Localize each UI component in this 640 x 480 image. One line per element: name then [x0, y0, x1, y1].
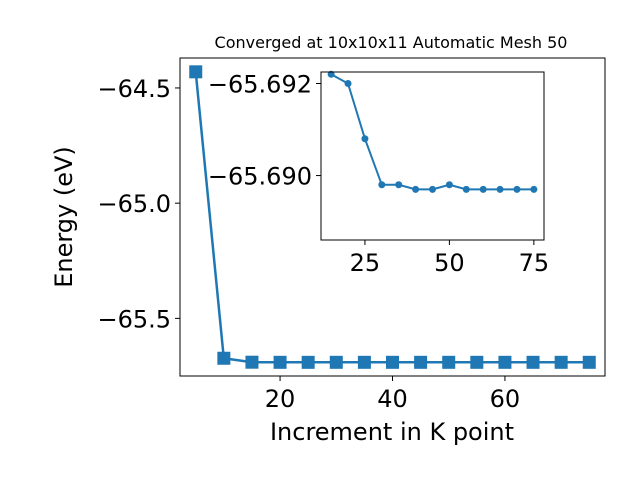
inset-axes-frame: [320, 71, 545, 241]
main-y-tick-label: −65.5: [97, 305, 171, 333]
inset-y-axis: −65.692 −65.690: [208, 71, 321, 191]
main-data-point: [386, 355, 399, 369]
main-data-point: [245, 355, 259, 369]
main-chart: Converged at 10x10x11 Automatic Mesh 50 …: [50, 33, 606, 446]
inset-data-point: [378, 181, 386, 189]
inset-data-point: [344, 80, 352, 88]
inset-data-point: [429, 185, 436, 193]
x-axis-label: Increment in K point: [270, 418, 514, 446]
main-x-tick-label: 20: [265, 385, 296, 413]
inset-x-tick-label: 50: [434, 249, 465, 277]
inset-data-point: [513, 185, 521, 193]
main-x-tick-label: 60: [490, 385, 521, 413]
main-data-point: [470, 355, 484, 369]
inset-data-point: [361, 135, 369, 143]
main-data-point: [357, 355, 371, 369]
main-x-axis: 20 40 60: [265, 376, 520, 413]
inset-x-tick-label: 75: [519, 249, 550, 277]
main-x-tick-label: 40: [377, 385, 408, 413]
main-data-point: [414, 355, 428, 369]
main-y-tick-label: −64.5: [97, 75, 171, 103]
inset-data-point: [462, 185, 470, 193]
inset-x-tick-label: 25: [350, 249, 381, 277]
main-data-point: [301, 355, 315, 369]
inset-background: [321, 72, 544, 240]
inset-chart: 25 50 75 −65.692 −65.690: [208, 71, 549, 277]
main-plot-area: [189, 65, 596, 369]
inset-data-point: [327, 70, 335, 78]
main-y-axis: −64.5 −65.0 −65.5: [97, 75, 180, 333]
inset-y-tick-label: −65.692: [208, 71, 312, 99]
main-data-point: [554, 355, 568, 369]
main-data-point: [329, 355, 343, 369]
main-data-point: [526, 355, 540, 369]
main-data-point: [442, 355, 456, 369]
main-data-point: [189, 65, 203, 79]
inset-data-point: [530, 185, 538, 193]
inset-x-axis: 25 50 75: [350, 240, 549, 277]
inset-data-point: [496, 185, 504, 193]
inset-plot-area: [327, 70, 538, 193]
inset-data-point: [412, 185, 420, 193]
inset-data-point: [479, 185, 487, 193]
main-data-point: [498, 355, 512, 369]
inset-data-point: [395, 181, 403, 189]
main-data-point: [273, 355, 287, 369]
main-data-point: [217, 351, 231, 365]
y-axis-label: Energy (eV): [50, 146, 78, 288]
chart-title: Converged at 10x10x11 Automatic Mesh 50: [215, 33, 568, 52]
inset-y-tick-label: −65.690: [208, 163, 312, 191]
main-data-point: [582, 355, 596, 369]
main-y-tick-label: −65.0: [97, 190, 171, 218]
inset-data-point: [445, 181, 453, 189]
